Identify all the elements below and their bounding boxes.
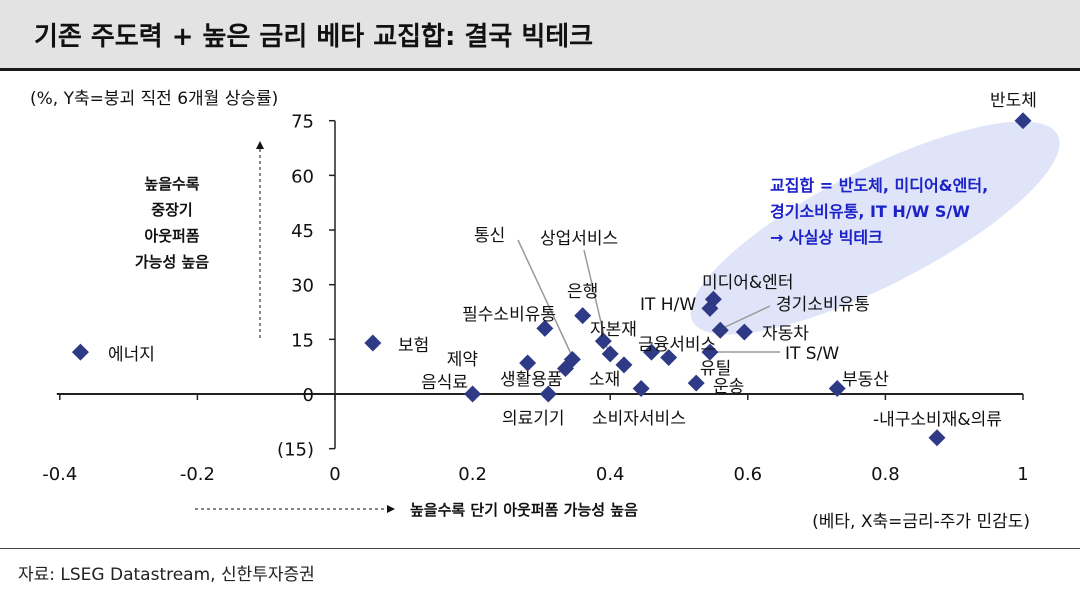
data-point (704, 290, 722, 308)
highlight-text-line: 교집합 = 반도체, 미디어&엔터, (770, 176, 988, 195)
y-tick-label: 45 (291, 221, 314, 242)
point-label: 미디어&엔터 (702, 273, 793, 293)
point-label: 부동산 (842, 370, 889, 390)
header-bar: 기존 주도력 + 높은 금리 베타 교집합: 결국 빅테크 (0, 0, 1080, 68)
point-label: 운송 (713, 377, 744, 397)
point-label: 유틸 (700, 359, 731, 379)
point-label: 반도체 (990, 91, 1037, 111)
data-point (687, 374, 705, 392)
point-label: IT S/W (785, 344, 839, 364)
point-label: 소재 (589, 370, 620, 390)
point-label: 필수소비유통 (462, 305, 556, 325)
y-direction-text: 아웃퍼폼 (144, 227, 199, 245)
x-tick-label: 0.4 (596, 464, 625, 485)
data-point (642, 343, 660, 361)
highlight-group: 교집합 = 반도체, 미디어&엔터, 경기소비유통, IT H/W S/W → 사실… (690, 121, 1060, 335)
point-label: 금융서비스 (638, 335, 716, 355)
point-label: 의료기기 (502, 409, 565, 429)
data-point (615, 356, 633, 374)
data-point (464, 385, 482, 403)
data-point (536, 319, 554, 337)
data-point (660, 349, 678, 367)
y-axis-label: (%, Y축=붕괴 직전 6개월 상승률) (30, 89, 278, 109)
axes: -0.4 -0.2 0 0.2 0.4 0.6 0.8 1 (15) 0 15 30 45 60 75 (%,… (30, 89, 1030, 532)
y-direction-text: 중장기 (151, 201, 192, 219)
x-tick-label: 0 (329, 464, 340, 485)
point-label: 경기소비유통 (776, 295, 870, 315)
footer-rule (0, 548, 1080, 549)
data-point (563, 350, 581, 368)
data-point (701, 343, 719, 361)
data-point (539, 385, 557, 403)
highlight-text-line: → 사실상 빅테크 (770, 228, 883, 247)
x-tick-label: 1 (1017, 464, 1028, 485)
data-point (828, 380, 846, 398)
x-tick-label: 0.8 (871, 464, 900, 485)
source-note: 자료: LSEG Datastream, 신한투자증권 (18, 565, 315, 585)
x-axis-label: (베타, X축=금리-주가 민감도) (812, 512, 1030, 532)
data-point (735, 323, 753, 341)
point-label: 자본재 (590, 320, 637, 340)
x-tick-label: -0.4 (42, 464, 77, 485)
point-label: 보험 (398, 336, 429, 356)
point-label: 소비자서비스 (592, 409, 686, 429)
point-label: 통신 (474, 226, 505, 246)
data-point (928, 429, 946, 447)
x-tick-label: -0.2 (180, 464, 215, 485)
y-tick-label: 60 (291, 166, 314, 187)
point-label: 에너지 (108, 345, 155, 365)
point-label: 생활용품 (500, 370, 563, 390)
data-point (711, 321, 729, 339)
y-tick-label: (15) (277, 440, 314, 461)
point-label: IT H/W (640, 295, 696, 315)
highlight-ellipse (690, 121, 1060, 335)
data-point (601, 345, 619, 363)
point-label: -내구소비재&의류 (873, 410, 1002, 430)
point-label: 음식료 (421, 373, 468, 393)
y-tick-label: 75 (291, 112, 314, 133)
x-tick-label: 0.2 (458, 464, 487, 485)
point-label: 자동차 (762, 324, 809, 344)
data-point (71, 343, 89, 361)
page-title: 기존 주도력 + 높은 금리 베타 교집합: 결국 빅테크 (34, 22, 594, 52)
leader-line (722, 305, 771, 329)
y-tick-label: 15 (291, 330, 314, 351)
y-tick-label: 0 (303, 385, 314, 406)
x-tick-label: 0.6 (733, 464, 762, 485)
y-tick-label: 30 (291, 276, 314, 297)
data-point (519, 354, 537, 372)
data-point (594, 332, 612, 350)
point-label: 제약 (447, 350, 478, 370)
data-point (632, 380, 650, 398)
x-direction-text: 높을수록 단기 아웃퍼폼 가능성 높음 (410, 501, 638, 519)
point-label: 은행 (567, 282, 598, 302)
y-direction-text: 가능성 높음 (135, 253, 209, 271)
data-points (71, 112, 1032, 447)
scatter-chart: 교집합 = 반도체, 미디어&엔터, 경기소비유통, IT H/W S/W → 사실… (30, 89, 1060, 532)
data-point (364, 334, 382, 352)
point-label: 상업서비스 (540, 229, 618, 249)
header-rule (0, 68, 1080, 71)
highlight-text-line: 경기소비유통, IT H/W S/W (770, 202, 970, 221)
data-point (574, 307, 592, 325)
leader-line (517, 239, 573, 357)
y-direction-text: 높을수록 (144, 175, 199, 193)
